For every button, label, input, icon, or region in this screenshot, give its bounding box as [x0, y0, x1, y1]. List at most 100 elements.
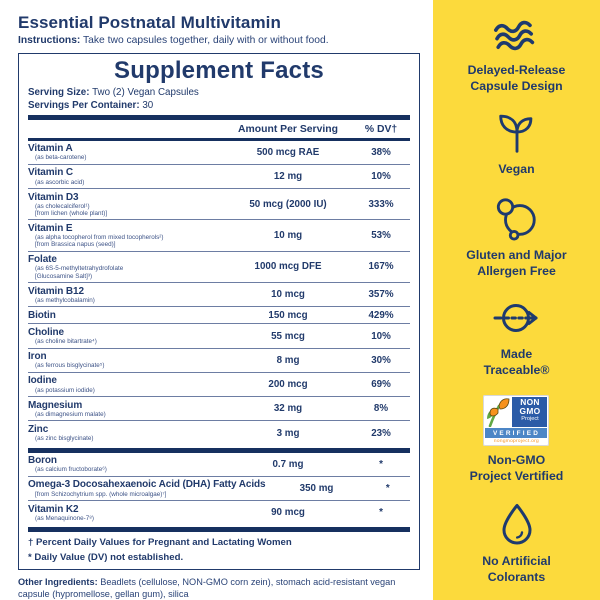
label-panel: Essential Postnatal Multivitamin Instruc…	[18, 13, 420, 600]
ingredient-source: [Glucosamine Salt]³)	[35, 272, 93, 280]
ingredient-name: Boron	[28, 455, 57, 467]
droplet-icon	[502, 504, 531, 545]
ingredient-cell: Zinc (as zinc bisglycinate)	[28, 424, 224, 442]
divider-bar	[28, 447, 410, 453]
ingredient-cell: Choline (as choline bitartrate⁴)	[28, 327, 224, 345]
ingredient-name: Folate	[28, 254, 57, 266]
feature-no-artificial-colorants: No Artificial Colorants	[482, 501, 551, 586]
percent-dv-value: 10%	[371, 330, 391, 342]
bubbles-icon	[496, 197, 536, 241]
amount-per-serving-value: 3 mg	[276, 427, 300, 439]
percent-dv-value: 333%	[368, 198, 394, 210]
amount-per-serving-value: 55 mcg	[271, 330, 305, 342]
feature-non-gmo: NON GMO Project VERIFIED nongmoproject.o…	[469, 395, 564, 484]
ingredient-form: (as alpha tocopherol from mixed tocopher…	[35, 234, 164, 242]
table-row: Vitamin B12 (as methylcobalamin) 10 mcg …	[28, 282, 410, 306]
feature-delayed-release: Delayed-Release Capsule Design	[467, 16, 566, 95]
servings-label: Servings Per Container:	[28, 99, 140, 111]
ingredient-form: (as ascorbic acid)	[35, 178, 85, 186]
ingredient-cell: Folate (as 6S-5-methyltetrahydrofolate […	[28, 254, 224, 279]
amount-per-serving-value: 350 mg	[299, 482, 334, 494]
divider-bar	[28, 527, 410, 533]
table-row: Vitamin E (as alpha tocopherol from mixe…	[28, 219, 410, 250]
ingredient-form: (as beta-carotene)	[35, 154, 87, 162]
ingredient-name: Vitamin K2	[28, 503, 79, 515]
footnote-asterisk: * Daily Value (DV) not established.	[28, 552, 184, 564]
ingredient-name: Iodine	[28, 375, 57, 387]
nutrient-rows-no-dv: Boron (as calcium fructoborate⁶) 0.7 mg …	[28, 453, 410, 525]
ingredient-cell: Omega-3 Docosahexaenoic Acid (DHA) Fatty…	[28, 479, 268, 497]
ingredient-cell: Vitamin E (as alpha tocopherol from mixe…	[28, 223, 224, 248]
ingredient-cell: Biotin	[28, 310, 224, 321]
supplement-facts-box: Supplement Facts Serving Size: Two (2) V…	[18, 53, 420, 571]
feature-label: Delayed-Release Capsule Design	[467, 63, 566, 93]
percent-dv-value: *	[379, 507, 383, 519]
ingredient-cell: Iodine (as potassium iodide)	[28, 375, 224, 393]
divider-bar	[28, 138, 410, 141]
badge-verified: VERIFIED	[485, 428, 548, 438]
sprout-icon	[498, 115, 532, 153]
ingredient-name: Vitamin C	[28, 167, 74, 179]
percent-dv-value: 38%	[371, 146, 391, 158]
serving-size-value: Two (2) Vegan Capsules	[89, 86, 199, 98]
amount-per-serving-value: 90 mcg	[271, 507, 305, 519]
col-amount-per-serving: Amount Per Serving	[238, 124, 338, 136]
table-row: Biotin 150 mcg 429%	[28, 306, 410, 323]
table-row: Magnesium (as dimagnesium malate) 32 mg …	[28, 396, 410, 420]
amount-per-serving-value: 10 mcg	[271, 289, 305, 301]
amount-per-serving-value: 200 mcg	[268, 379, 308, 391]
ingredient-name: Omega-3 Docosahexaenoic Acid (DHA) Fatty…	[28, 479, 266, 491]
amount-per-serving-value: 10 mg	[273, 230, 303, 242]
supplement-facts-title: Supplement Facts	[114, 57, 324, 84]
table-row: Folate (as 6S-5-methyltetrahydrofolate […	[28, 250, 410, 282]
ingredient-cell: Vitamin K2 (as Menaquinone-7⁸)	[28, 504, 224, 522]
amount-per-serving-value: 12 mg	[273, 171, 303, 183]
amount-per-serving-value: 8 mg	[276, 354, 300, 366]
amount-per-serving-value: 150 mcg	[268, 309, 308, 321]
serving-size-label: Serving Size:	[28, 86, 90, 98]
serving-size-line: Serving Size: Two (2) Vegan Capsules	[28, 87, 410, 100]
ingredient-cell: Boron (as calcium fructoborate⁶)	[28, 455, 224, 473]
servings-value: 30	[139, 99, 154, 111]
feature-label: Made Traceable®	[483, 346, 550, 377]
other-ingredients-text: Beadlets (cellulose, NON-GMO corn zein),…	[18, 577, 396, 600]
table-row: Iron (as ferrous bisglycinate⁵) 8 mg 30%	[28, 347, 410, 372]
table-row: Omega-3 Docosahexaenoic Acid (DHA) Fatty…	[28, 475, 410, 500]
ingredient-name: Magnesium	[28, 399, 83, 411]
table-row: Vitamin K2 (as Menaquinone-7⁸) 90 mcg *	[28, 500, 410, 524]
ingredient-name: Biotin	[28, 309, 56, 321]
ingredient-name: Vitamin D3	[28, 191, 79, 203]
feature-made-traceable: Made Traceable®	[483, 296, 550, 379]
table-row: Vitamin D3 (as cholecalciferol¹) [from l…	[28, 188, 410, 219]
percent-dv-value: 357%	[368, 289, 394, 301]
ingredient-form: (as dimagnesium malate)	[35, 410, 106, 418]
ingredient-form: (as zinc bisglycinate)	[35, 435, 94, 443]
table-row: Vitamin C (as ascorbic acid) 12 mg 10%	[28, 163, 410, 188]
traceable-icon	[493, 303, 537, 332]
ingredient-form: (as 6S-5-methyltetrahydrofolate	[35, 265, 124, 273]
col-percent-dv: % DV†	[364, 124, 398, 136]
ingredient-source: [from lichen (whole plant)]	[35, 209, 108, 217]
table-row: Zinc (as zinc bisglycinate) 3 mg 23%	[28, 420, 410, 444]
non-gmo-badge: NON GMO Project VERIFIED nongmoproject.o…	[483, 395, 550, 446]
ingredient-form: (as cholecalciferol¹)	[35, 202, 90, 210]
amount-per-serving-value: 32 mg	[273, 403, 303, 415]
percent-dv-value: 53%	[371, 230, 391, 242]
badge-gmo: GMO	[519, 406, 541, 417]
ingredient-name: Vitamin A	[28, 143, 73, 155]
badge-url: nongmoproject.org	[493, 438, 540, 444]
ingredient-cell: Magnesium (as dimagnesium malate)	[28, 400, 224, 418]
ingredient-source: [from Brassica napus (seed)]	[35, 241, 116, 249]
badge-non: NON	[520, 397, 540, 408]
percent-dv-value: 69%	[371, 379, 391, 391]
instructions-line: Instructions: Take two capsules together…	[18, 35, 420, 46]
table-header-row: Amount Per Serving % DV†	[28, 120, 410, 138]
footnote-dagger: † Percent Daily Values for Pregnant and …	[28, 537, 292, 549]
ingredient-form: (as methylcobalamin)	[35, 296, 95, 304]
percent-dv-value: 429%	[368, 309, 394, 321]
ingredient-form: [from Schizochytrium spp. (whole microal…	[35, 490, 167, 498]
waves-icon	[494, 20, 535, 51]
feature-label: Non-GMO Project Vertified	[469, 452, 564, 483]
ingredient-name: Vitamin E	[28, 222, 73, 234]
percent-dv-value: *	[385, 482, 390, 494]
